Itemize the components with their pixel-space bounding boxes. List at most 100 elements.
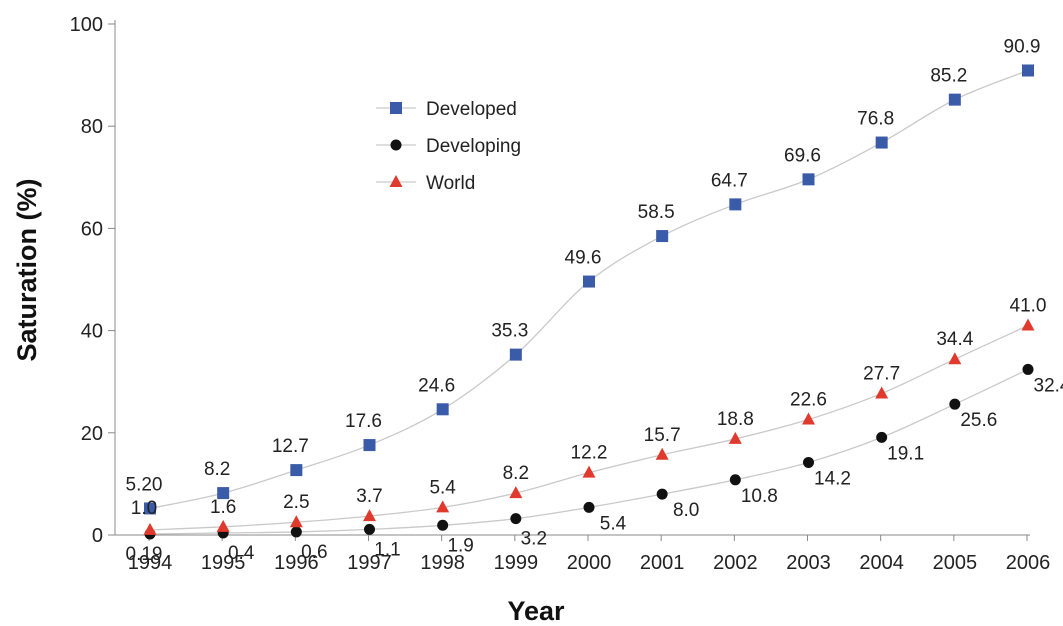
marker-developed [1022, 64, 1034, 77]
data-label-developed: 17.6 [345, 411, 382, 432]
legend-label-developing: Developing [426, 136, 521, 157]
x-axis-title: Year [507, 596, 565, 626]
data-label-developed: 24.6 [418, 375, 455, 396]
data-label-developing: 32.4 [1034, 375, 1063, 396]
data-label-world: 27.7 [863, 363, 900, 384]
x-tick-label: 2005 [933, 552, 978, 574]
data-label-developing: 8.0 [673, 500, 699, 521]
x-tick-label: 2002 [713, 552, 758, 574]
marker-developing [803, 456, 814, 468]
marker-world [363, 509, 376, 522]
marker-developed [363, 439, 376, 452]
marker-developing [729, 474, 741, 486]
y-tick-label: 100 [70, 14, 103, 36]
legend-marker-developing [390, 139, 402, 151]
data-label-world: 2.5 [283, 492, 309, 513]
data-label-world: 15.7 [644, 425, 681, 446]
marker-developed [802, 173, 815, 186]
legend-marker-developed [390, 102, 402, 114]
marker-world [728, 431, 742, 444]
data-label-world: 5.4 [429, 477, 456, 498]
series-lines [149, 69, 1029, 535]
data-label-world: 34.4 [936, 329, 973, 350]
x-tick-label: 2000 [567, 552, 612, 574]
data-label-developed: 69.6 [784, 145, 821, 166]
x-tick-label: 1999 [494, 552, 539, 574]
x-tick-label: 2003 [786, 552, 831, 574]
marker-world [655, 447, 669, 460]
marker-world [802, 412, 815, 425]
legend-label-world: World [426, 173, 475, 194]
x-tick-label: 2006 [1006, 552, 1051, 574]
marker-developing [583, 501, 595, 513]
data-label-world: 22.6 [790, 390, 827, 411]
data-label-developed: 90.9 [1004, 37, 1041, 58]
marker-developed [290, 464, 303, 477]
x-tick-label: 1997 [347, 552, 392, 574]
marker-developing [876, 431, 888, 443]
marker-world [948, 352, 962, 365]
data-label-developing: 5.4 [600, 513, 627, 534]
x-tick-label: 1998 [420, 552, 465, 574]
x-tick-label: 2004 [859, 552, 904, 574]
marker-developed [729, 198, 742, 211]
marker-developed [144, 502, 156, 515]
data-label-world: 8.2 [503, 463, 529, 484]
y-tick-label: 40 [81, 321, 103, 343]
marker-world [1021, 318, 1035, 331]
marker-developing [949, 398, 961, 410]
marker-developing [1022, 363, 1034, 375]
series-line-world [149, 324, 1029, 531]
marker-world [216, 519, 230, 532]
data-label-developing: 0.6 [301, 542, 327, 563]
x-tick-label: 2001 [640, 552, 685, 574]
data-label-developing: 10.8 [741, 486, 778, 507]
data-label-developing: 25.6 [960, 410, 997, 431]
legend-label-developed: Developed [426, 99, 517, 120]
marker-world [509, 486, 523, 499]
data-label-developing: 1.1 [374, 539, 400, 560]
marker-developed [875, 136, 888, 149]
marker-world [143, 522, 157, 535]
axes: 0 20 40 60 80 100 1994 1995 1996 1997 1998 1999 2000… [70, 14, 1051, 574]
marker-developing [364, 523, 375, 535]
y-tick-label: 80 [81, 116, 103, 138]
marker-developing [437, 519, 449, 531]
data-label-developed: 58.5 [638, 202, 675, 223]
marker-world [289, 515, 303, 528]
marker-developing [510, 513, 522, 525]
data-label-developed: 12.7 [272, 436, 309, 457]
marker-developed [948, 93, 961, 106]
data-label-developing: 0.19 [126, 544, 163, 565]
data-label-developed: 5.20 [126, 474, 163, 495]
legend-marker-world [389, 175, 403, 187]
data-labels: 5.20 8.2 12.7 17.6 24.6 35.3 49.6 58.5 64.7 69.6 7… [126, 37, 1063, 566]
data-label-world: 3.7 [356, 486, 382, 507]
data-label-world: 12.2 [571, 443, 608, 464]
marker-developing [290, 526, 302, 538]
data-label-developing: 3.2 [521, 529, 547, 550]
data-label-developing: 0.4 [228, 543, 255, 564]
marker-world [582, 465, 596, 478]
data-label-developed: 64.7 [711, 170, 748, 191]
y-axis-title: Saturation (%) [12, 178, 42, 361]
data-label-world: 1.0 [131, 498, 157, 519]
data-label-developed: 8.2 [204, 459, 230, 480]
data-label-developing: 19.1 [887, 443, 924, 464]
x-tick-label: 1995 [201, 552, 246, 574]
data-label-developed: 35.3 [491, 321, 528, 342]
y-tick-label: 20 [81, 423, 103, 445]
data-label-world: 18.8 [717, 409, 754, 430]
x-tick-label: 1996 [274, 552, 319, 574]
marker-developed [509, 348, 522, 361]
data-label-developed: 49.6 [565, 248, 602, 269]
markers [143, 64, 1035, 540]
marker-world [436, 500, 450, 513]
marker-developed [583, 275, 595, 288]
marker-world [875, 386, 889, 399]
data-label-developed: 76.8 [857, 109, 894, 130]
marker-developing [656, 488, 668, 500]
y-tick-label: 60 [81, 218, 103, 240]
marker-developed [656, 230, 669, 243]
